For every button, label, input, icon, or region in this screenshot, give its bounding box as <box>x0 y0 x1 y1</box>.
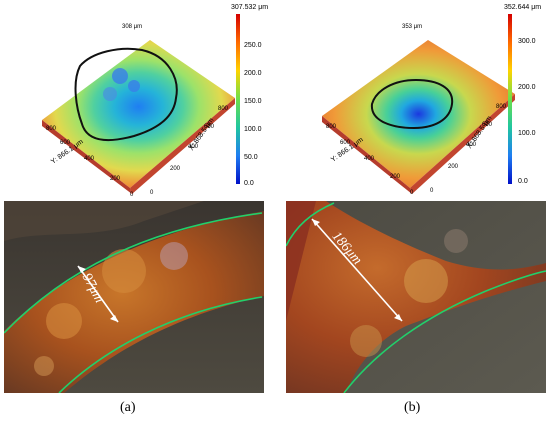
color-scale-a <box>236 14 240 184</box>
y-tick-b-4: 0 <box>410 190 414 196</box>
scale-tick-b-1: 200.0 <box>518 84 536 91</box>
scale-tick-a-2: 150.0 <box>244 98 262 105</box>
micrograph-b: 186μm <box>286 201 546 393</box>
y-tick-a-3: 200 <box>110 176 121 182</box>
scale-tick-a-5: 0.0 <box>244 180 254 187</box>
y-tick-a-1: 600 <box>60 140 71 146</box>
scale-tick-a-0: 250.0 <box>244 42 262 49</box>
x-tick-a-2: 400 <box>188 144 199 150</box>
x-tick-b-2: 400 <box>466 142 477 148</box>
scale-tick-b-0: 300.0 <box>518 38 536 45</box>
caption-b: (b) <box>404 400 421 415</box>
scale-tick-b-2: 100.0 <box>518 130 536 137</box>
x-tick-b-4: 0 <box>430 188 434 194</box>
x-tick-a-0: 800 <box>218 106 229 112</box>
scale-max-a: 307.532 μm <box>231 4 269 11</box>
peak-label-a: 308 μm <box>122 24 143 30</box>
caption-a: (a) <box>120 400 136 415</box>
scale-tick-a-1: 200.0 <box>244 70 262 77</box>
y-tick-a-2: 400 <box>84 156 95 162</box>
topography-map-a <box>30 28 245 198</box>
y-tick-b-2: 400 <box>364 156 375 162</box>
y-tick-a-4: 0 <box>130 192 134 198</box>
color-scale-b <box>508 14 512 184</box>
topography-panel-b: 353 μm 352.644 μm 300.0 200.0 100.0 0.0 … <box>280 0 550 200</box>
x-tick-a-4: 0 <box>150 190 154 196</box>
x-tick-b-3: 200 <box>448 164 459 170</box>
topography-panel-a: 308 μm 307.532 μm 250.0 200.0 150.0 100.… <box>0 0 270 200</box>
scale-max-b: 352.644 μm <box>504 4 542 11</box>
x-tick-a-1: 600 <box>204 124 215 130</box>
y-tick-b-1: 600 <box>340 140 351 146</box>
topography-map-b <box>310 28 525 198</box>
scale-tick-a-4: 50.0 <box>244 154 258 161</box>
y-tick-a-0: 800 <box>46 126 57 132</box>
x-tick-a-3: 200 <box>170 166 181 172</box>
x-tick-b-1: 600 <box>482 122 493 128</box>
scale-tick-b-3: 0.0 <box>518 178 528 185</box>
x-tick-b-0: 800 <box>496 104 507 110</box>
scale-tick-a-3: 100.0 <box>244 126 262 133</box>
y-tick-b-0: 800 <box>326 124 337 130</box>
micrograph-a: 97μm <box>4 201 264 393</box>
y-tick-b-3: 200 <box>390 174 401 180</box>
peak-label-b: 353 μm <box>402 24 423 30</box>
